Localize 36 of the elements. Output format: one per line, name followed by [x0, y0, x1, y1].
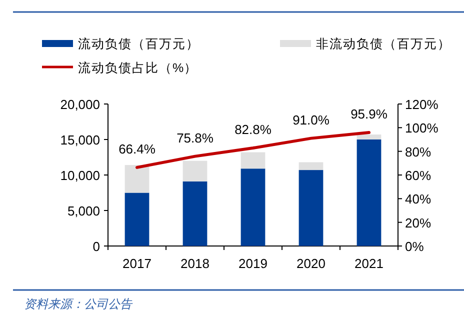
data-label: 91.0%: [292, 112, 330, 128]
bar: [298, 170, 324, 246]
y2-tick-label: 60%: [405, 168, 432, 183]
bar: [182, 160, 208, 182]
legend-label: 非流动负债（百万元）: [316, 36, 451, 51]
data-label: 66.4%: [118, 141, 156, 156]
bar: [182, 181, 208, 246]
y2-tick-label: 20%: [405, 215, 432, 230]
y2-tick-label: 40%: [405, 192, 432, 207]
y2-tick-label: 80%: [405, 144, 432, 160]
bar: [240, 168, 266, 246]
y-tick-label: 10,000: [60, 168, 100, 183]
y-tick-label: 5,000: [67, 204, 100, 218]
legend-label: 流动负债（百万元）: [78, 36, 200, 51]
bar: [240, 152, 266, 169]
text: 资料来源：公司公告: [24, 297, 133, 311]
y2-tick-label: 0%: [405, 239, 424, 254]
legend-label: 流动负债占比（%）: [78, 60, 198, 75]
data-label: 75.8%: [176, 130, 214, 146]
x-tick-label: 2021: [354, 256, 384, 271]
x-tick-label: 2018: [180, 256, 210, 271]
data-label: 95.9%: [350, 106, 388, 122]
y-tick-label: 20,000: [60, 97, 100, 112]
bar: [298, 162, 324, 170]
bar: [356, 134, 382, 140]
y2-tick-label: 120%: [405, 97, 439, 112]
bar: [124, 165, 150, 193]
y-tick-label: 0: [92, 239, 100, 254]
bar: [124, 192, 150, 246]
y-tick-label: 15,000: [60, 132, 100, 148]
bar: [356, 140, 382, 246]
x-tick-label: 2020: [296, 256, 326, 271]
x-tick-label: 2019: [238, 256, 268, 271]
y2-tick-label: 100%: [405, 120, 439, 136]
x-tick-label: 2017: [122, 256, 152, 271]
data-label: 82.8%: [234, 122, 272, 138]
